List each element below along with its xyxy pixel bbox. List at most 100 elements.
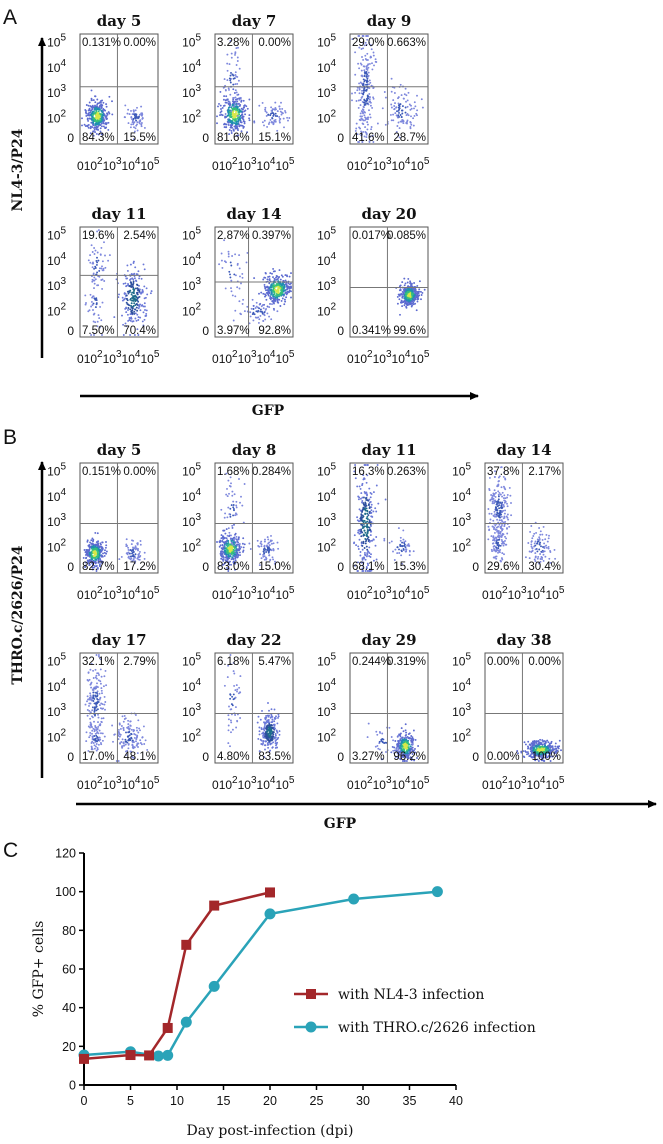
flow-cell-dot [254,307,257,309]
flow-cell-dot [96,111,99,114]
flow-cell-dot [101,739,104,742]
flow-cell-dot [93,112,96,115]
flow-cell-dot [505,537,508,540]
flow-cell-dot [136,309,139,312]
flow-cell-dot [124,292,127,295]
flow-cell-dot [358,35,361,37]
flow-cell-dot [242,550,244,553]
flow-cell-dot [221,540,224,543]
flow-x-tick-part: 10 [275,352,289,366]
flow-cell-dot [497,515,500,518]
flow-cell-dot [129,298,132,301]
flow-cell-dot [130,728,133,731]
flow-cell-dot [227,724,230,727]
flow-cell-dot [283,126,285,129]
flow-cell-dot [263,303,266,306]
flow-cell-dot [271,303,273,306]
flow-cell-dot [405,293,408,296]
flow-cell-dot [399,545,402,547]
flow-x-tick-part: 10 [103,352,117,366]
flow-cell-dot [224,552,227,555]
flow-cell-dot [88,109,91,112]
flow-cell-dot [120,725,123,727]
flow-cell-dot [545,544,548,547]
flow-cell-dot [358,538,361,541]
flow-y-tick-exp: 3 [465,512,471,523]
flow-quadrant-ll: 41.6% [352,132,385,144]
flow-cell-dot [225,101,228,104]
flow-cell-dot [356,133,359,136]
flow-cell-dot [85,114,88,117]
flow-cell-dot [122,742,125,745]
flow-cell-dot [362,91,365,94]
flow-cell-dot [360,117,363,120]
flow-cell-dot [358,126,361,129]
flow-cell-dot [92,320,95,323]
flow-cell-dot [409,126,412,128]
flow-cell-dot [282,290,285,292]
flow-cell-dot [360,82,363,85]
flow-cell-dot [89,125,92,128]
flow-cell-dot [91,709,94,712]
panel-a-x-label: GFP [252,403,285,419]
flow-cell-dot [363,101,365,104]
flow-cell-dot [287,282,290,285]
flow-cell-dot [495,538,498,541]
flow-cell-dot [399,83,402,86]
flow-cell-dot [272,293,274,296]
flow-cell-dot [372,96,375,99]
flow-cell-dot [98,736,101,739]
flow-cell-dot [133,556,136,559]
flow-cell-dot [263,285,266,288]
flow-cell-dot [264,740,267,743]
flow-cell-dot [364,505,367,508]
flow-cell-dot [358,46,361,49]
flow-cell-dot [93,710,96,713]
flow-cell-dot [236,60,239,62]
flow-cell-dot [360,542,363,545]
flow-cell-dot [236,117,239,120]
flow-cell-dot [219,114,221,117]
flow-cell-dot [90,555,93,557]
flow-cell-dot [261,101,264,104]
flow-cell-dot [407,91,410,94]
flow-cell-dot [237,120,240,123]
flow-cell-dot [402,538,405,541]
flow-cell-dot [360,74,363,77]
flow-cell-dot [126,264,129,267]
flow-cell-dot [216,122,218,125]
flow-cell-dot [281,111,283,114]
flow-cell-dot [235,105,238,108]
flow-cell-dot [359,497,362,500]
flow-cell-dot [145,287,148,290]
flow-cell-dot [269,736,272,738]
flow-cell-dot [118,735,121,738]
flow-cell-dot [230,120,233,123]
flow-cell-dot [226,542,229,545]
flow-cell-dot [249,548,252,550]
flow-cell-dot [134,266,137,269]
flow-y-tick-exp: 3 [60,83,66,94]
flow-y-tick-label: 102 [182,302,201,319]
flow-cell-dot [285,284,288,287]
flow-cell-dot [274,740,277,742]
flow-cell-dot [371,134,374,137]
flow-cell-dot [111,100,113,103]
flow-cell-dot [276,294,279,297]
flow-cell-dot [227,253,230,255]
flow-cell-dot [223,544,226,546]
flow-x-tick-part: 10 [219,159,233,173]
flow-cell-dot [239,691,241,694]
flow-cell-dot [96,325,99,328]
flow-cell-dot [553,548,556,551]
flow-y-tick-base: 10 [182,86,196,100]
flow-cell-dot [222,86,225,89]
flow-cell-dot [131,741,134,744]
flow-x-tick-part: 5 [154,585,160,596]
flow-cell-dot [260,557,263,560]
flow-y-tick-exp: 5 [195,462,201,473]
flow-cell-dot [248,322,251,325]
flow-cell-dot [118,293,120,296]
flow-cell-dot [366,518,369,521]
flow-cell-dot [366,102,368,105]
